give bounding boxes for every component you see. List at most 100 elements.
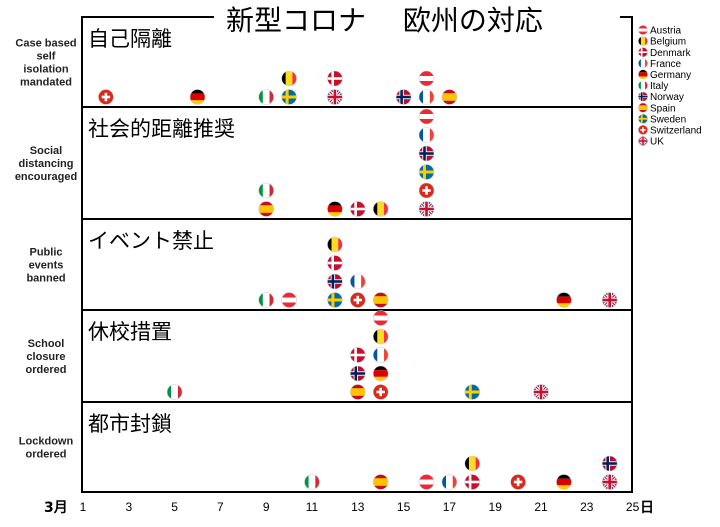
flag-marker-italy: Italy xyxy=(304,474,320,490)
flag-marker-italy: Italy xyxy=(258,89,275,105)
flag-marker-norway: Norway xyxy=(395,89,412,105)
legend-flag-spain xyxy=(638,102,648,113)
flag-marker-switzerland: Switzerland xyxy=(510,474,526,490)
row-label-line: School xyxy=(28,338,65,350)
flag-marker-spain: Spain xyxy=(372,474,389,490)
flag-marker-france: France xyxy=(372,347,389,363)
flag-marker-switzerland: Switzerland xyxy=(418,182,435,199)
flag-marker-norway: Norway xyxy=(349,365,366,382)
flag-marker-germany: Germany xyxy=(372,365,389,382)
flag-marker-austria: Austria xyxy=(281,292,297,308)
flag-marker-sweden: Sweden xyxy=(281,89,297,105)
x-tick-label: 7 xyxy=(217,500,224,514)
flag-marker-france: France xyxy=(441,474,458,490)
row-label-line: Lockdown xyxy=(19,436,74,448)
x-tick-label: 13 xyxy=(351,500,365,514)
flag-marker-germany: Germany xyxy=(327,201,343,217)
legend-label: France xyxy=(650,59,682,70)
legend-label: Italy xyxy=(650,81,668,92)
row-label-line: closure xyxy=(26,351,65,363)
flag-marker-austria: Austria xyxy=(372,310,389,326)
row-title: 社会的距離推奨 xyxy=(88,117,235,141)
flag-marker-norway: Norway xyxy=(418,145,435,162)
x-axis: 3月 1 3 5 7 9 11 13 15 17 19 21 23 25 日 xyxy=(44,500,654,516)
x-tick-label: 23 xyxy=(580,500,594,514)
x-tick-label: 9 xyxy=(263,500,270,514)
legend-flag-sweden xyxy=(638,113,648,124)
flag-marker-norway: Norway xyxy=(327,273,343,290)
flag-marker-sweden: Sweden xyxy=(418,164,435,180)
flag-marker-belgium: Belgium xyxy=(372,328,389,345)
flag-marker-sweden: Sweden xyxy=(464,384,481,400)
chart-title: 新型コロナ 欧州の対応 xyxy=(226,4,543,37)
legend-flag-france xyxy=(638,58,648,69)
row-label-line: events xyxy=(29,260,64,272)
row-label-line: Social xyxy=(30,145,62,157)
flag-marker-italy: Italy xyxy=(258,292,275,308)
flag-marker-france: France xyxy=(418,89,435,105)
legend-label: Norway xyxy=(650,92,684,103)
x-tick-label: 19 xyxy=(489,500,503,514)
flag-marker-belgium: Belgium xyxy=(327,236,343,253)
flag-marker-denmark: Denmark xyxy=(464,474,481,490)
x-tick-label: 21 xyxy=(534,500,548,514)
flag-marker-switzerland: Switzerland xyxy=(372,384,389,400)
x-tick-label: 15 xyxy=(397,500,411,514)
flag-marker-austria: Austria xyxy=(418,108,435,125)
row-label-line: banned xyxy=(26,273,65,285)
flag-marker-belgium: Belgium xyxy=(372,201,389,217)
row-title: 自己隔離 xyxy=(88,27,172,51)
legend-flag-italy xyxy=(638,80,648,91)
legend-flag-germany xyxy=(638,69,648,80)
flag-marker-norway: Norway xyxy=(601,455,618,472)
row-label-line: self xyxy=(37,51,56,63)
row-label-line: distancing xyxy=(18,158,73,170)
x-tick-label: 17 xyxy=(443,500,457,514)
flag-marker-france: France xyxy=(349,273,366,290)
flag-marker-uk: UK xyxy=(418,201,435,217)
flag-marker-austria: Austria xyxy=(418,70,435,87)
flag-marker-belgium: Belgium xyxy=(281,70,297,87)
x-tick-label: 1 xyxy=(80,500,87,514)
flag-marker-denmark: Denmark xyxy=(349,201,366,217)
flag-marker-italy: Italy xyxy=(258,182,275,199)
flag-marker-belgium: Belgium xyxy=(464,455,481,472)
flag-marker-spain: Spain xyxy=(258,201,275,217)
flag-marker-france: France xyxy=(418,127,435,143)
legend-flag-uk xyxy=(638,136,648,146)
x-tick-label: 5 xyxy=(171,500,178,514)
flag-marker-switzerland: Switzerland xyxy=(98,89,114,105)
row-title: 都市封鎖 xyxy=(88,412,172,436)
row-label-line: isolation xyxy=(23,64,69,76)
flag-marker-germany: Germany xyxy=(556,292,572,308)
legend-flag-belgium xyxy=(638,36,648,46)
x-axis-suffix: 日 xyxy=(640,500,654,516)
flag-marker-uk: UK xyxy=(533,384,549,400)
x-axis-prefix: 3月 xyxy=(44,500,68,516)
flag-marker-germany: Germany xyxy=(556,474,572,490)
row-label-line: ordered xyxy=(26,449,67,461)
row-title: 休校措置 xyxy=(88,320,172,344)
flag-marker-uk: UK xyxy=(327,89,343,105)
row-label-line: Public xyxy=(29,247,62,259)
title-background xyxy=(214,0,620,40)
flag-marker-spain: Spain xyxy=(372,292,389,308)
row-label-line: ordered xyxy=(26,364,67,376)
flag-marker-austria: Austria xyxy=(418,474,435,490)
flag-marker-spain: Spain xyxy=(441,89,458,105)
row-title: イベント禁止 xyxy=(88,229,214,253)
x-tick-label: 3 xyxy=(125,500,132,514)
flag-marker-uk: UK xyxy=(601,292,618,308)
flag-marker-uk: UK xyxy=(601,474,618,490)
flag-marker-switzerland: Switzerland xyxy=(349,292,366,308)
legend-label: UK xyxy=(650,137,664,148)
legend-flag-denmark xyxy=(638,47,648,58)
row-label-line: Case based xyxy=(15,38,76,50)
legend-flag-austria xyxy=(638,25,648,35)
x-tick-label: 11 xyxy=(306,500,319,514)
flag-marker-italy: Italy xyxy=(166,384,183,400)
legend-label: Belgium xyxy=(650,37,686,48)
legend-flag-switzerland xyxy=(638,125,648,135)
flag-marker-denmark: Denmark xyxy=(349,347,366,363)
